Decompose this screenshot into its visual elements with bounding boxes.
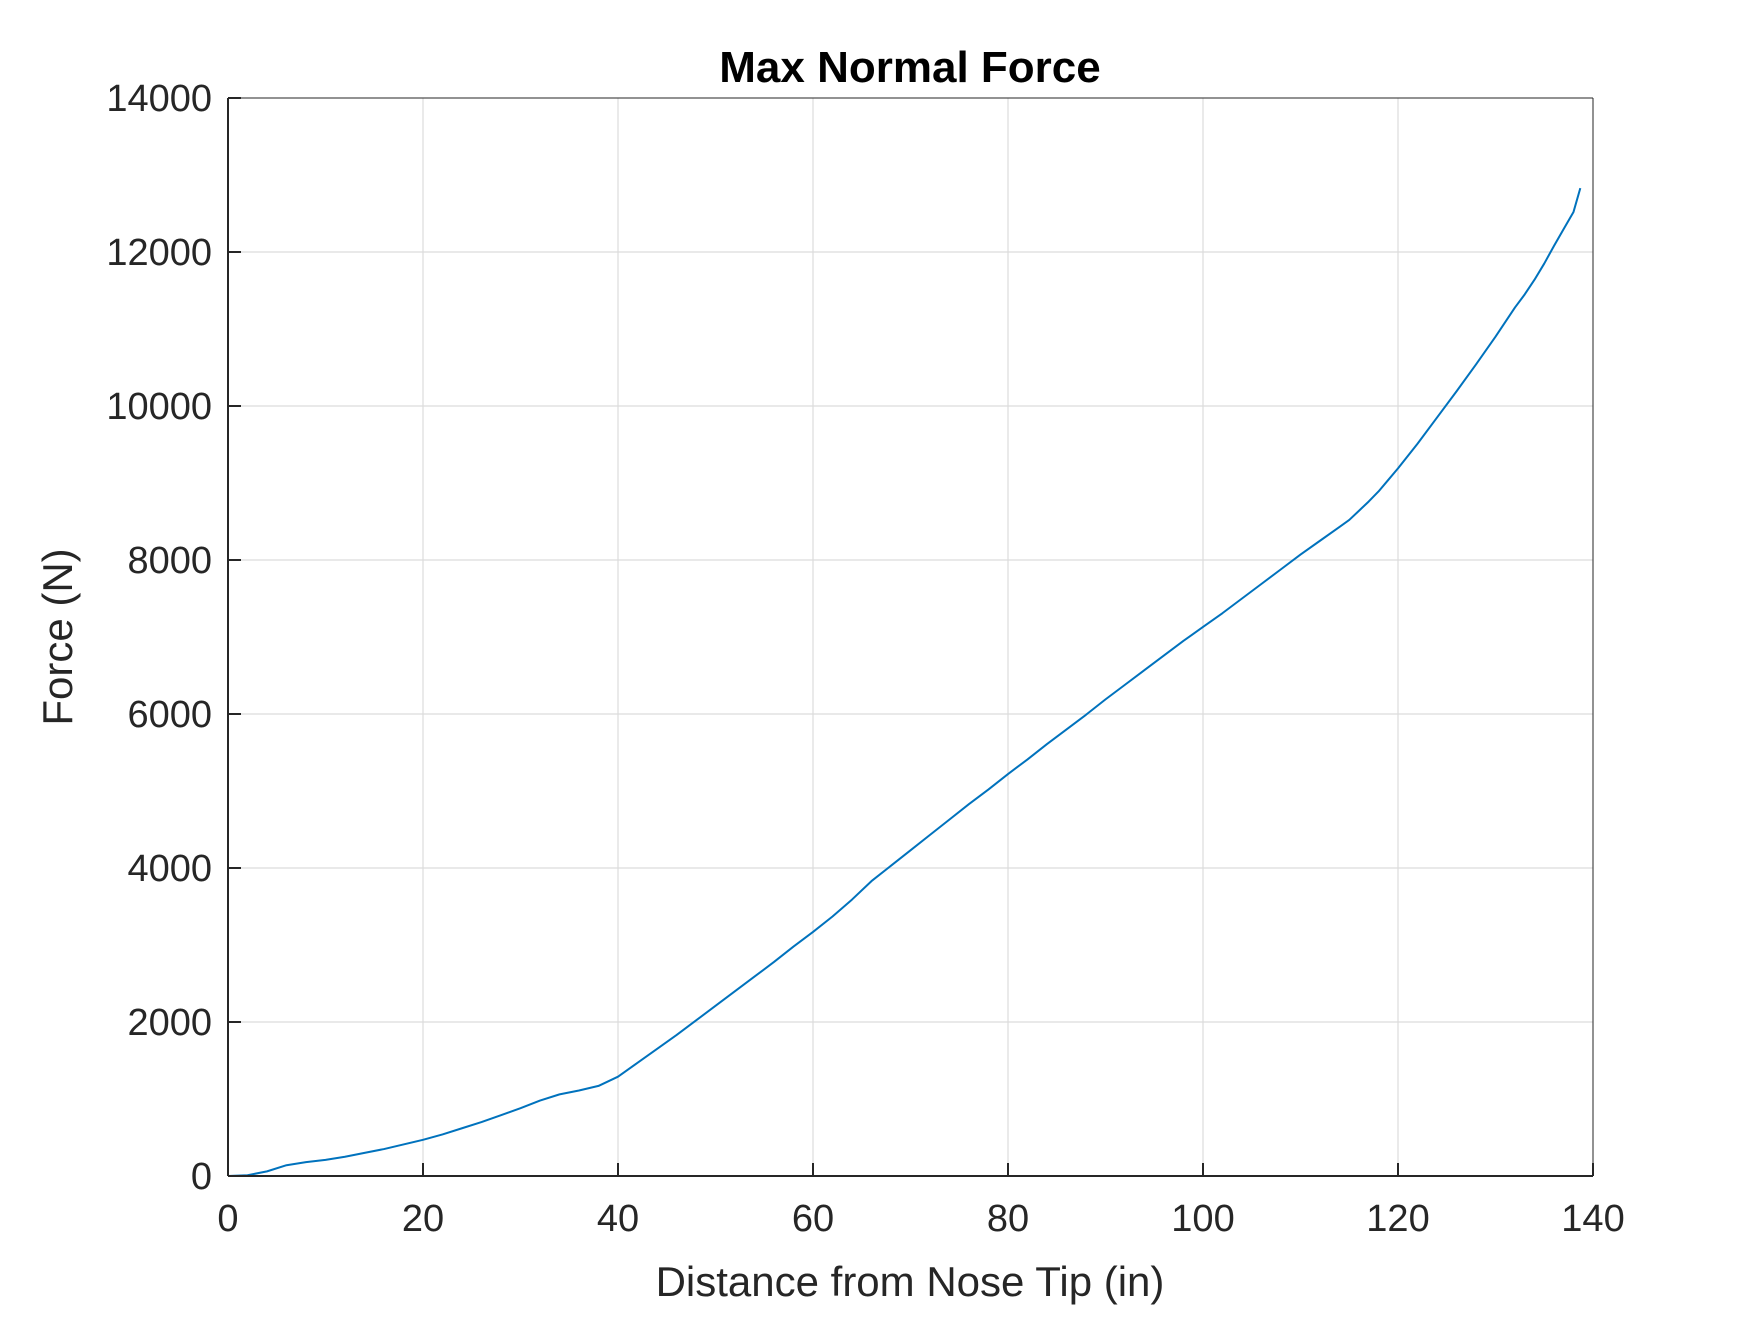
x-tick-label: 40 bbox=[597, 1198, 639, 1240]
x-tick-label: 120 bbox=[1366, 1198, 1429, 1240]
y-tick-label: 12000 bbox=[106, 232, 212, 274]
x-tick-label: 20 bbox=[402, 1198, 444, 1240]
series-line bbox=[227, 187, 1582, 1177]
y-tick-label: 6000 bbox=[127, 694, 212, 736]
y-tick-label: 2000 bbox=[127, 1002, 212, 1044]
axes-frame bbox=[227, 97, 1594, 1177]
x-axis-label: Distance from Nose Tip (in) bbox=[656, 1258, 1165, 1305]
y-tick-label: 8000 bbox=[127, 540, 212, 582]
y-axis-label: Force (N) bbox=[34, 548, 81, 725]
plot-background bbox=[228, 98, 1593, 1176]
y-tick-label: 4000 bbox=[127, 848, 212, 890]
y-tick-label: 14000 bbox=[106, 78, 212, 120]
grid-lines bbox=[228, 98, 1593, 1176]
y-tick-label: 10000 bbox=[106, 386, 212, 428]
tick-labels: 0 20 40 60 80 100 120 140 0 2000 4000 6000 8000 10000… bbox=[106, 78, 1624, 1240]
x-tick-label: 80 bbox=[987, 1198, 1029, 1240]
x-tick-label: 0 bbox=[217, 1198, 238, 1240]
x-tick-label: 60 bbox=[792, 1198, 834, 1240]
series-layer bbox=[227, 187, 1582, 1177]
x-tick-label: 140 bbox=[1561, 1198, 1624, 1240]
chart-title: Max Normal Force bbox=[719, 43, 1100, 92]
y-tick-label: 0 bbox=[191, 1156, 212, 1198]
x-tick-label: 100 bbox=[1171, 1198, 1234, 1240]
tick-marks bbox=[227, 97, 1594, 1177]
